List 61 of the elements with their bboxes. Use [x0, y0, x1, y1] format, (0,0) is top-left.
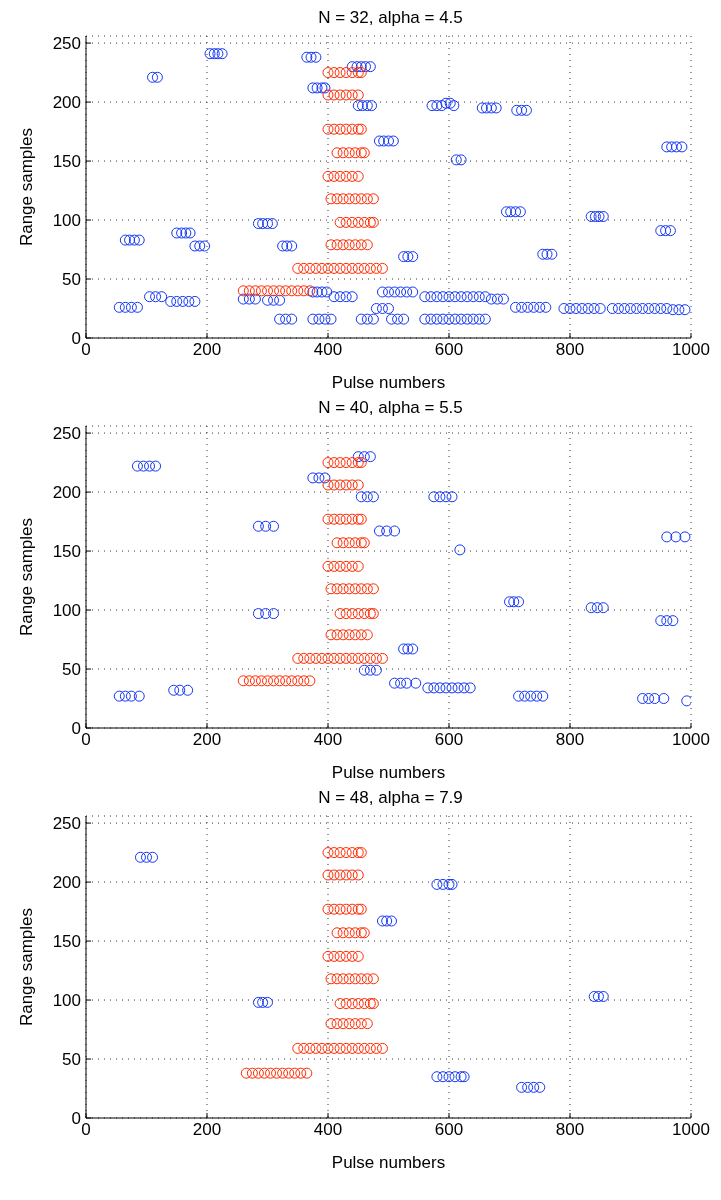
y-tick-label: 100 — [52, 991, 81, 1011]
y-tick-label: 200 — [52, 483, 81, 503]
x-axis-title: Pulse numbers — [331, 763, 446, 782]
x-tick-label: 400 — [313, 1120, 343, 1140]
y-tick-label: 150 — [52, 932, 81, 952]
point — [262, 996, 273, 1008]
x-tick-label: 400 — [313, 340, 343, 360]
x-tick-label: 400 — [313, 730, 343, 750]
y-axis-title: Range samples — [17, 907, 37, 1027]
point — [147, 851, 159, 863]
y-tick-label: 200 — [52, 93, 81, 113]
x-tick-label: 600 — [434, 730, 464, 750]
point — [437, 1071, 449, 1083]
point — [592, 990, 604, 1002]
x-axis-title: Pulse numbers — [331, 373, 446, 392]
point — [376, 915, 388, 927]
chart-title: N = 48, alpha = 7.9 — [317, 788, 464, 809]
y-tick-label: 50 — [62, 270, 81, 290]
point — [257, 996, 269, 1008]
x-tick-label: 200 — [192, 730, 222, 750]
point — [597, 990, 609, 1002]
x-axis-title: Pulse numbers — [331, 1153, 446, 1172]
point — [386, 915, 398, 927]
y-axis-title: Range samples — [17, 517, 37, 637]
point — [534, 1081, 546, 1093]
x-tick-label: 800 — [555, 1120, 585, 1140]
x-tick-label: 600 — [434, 1120, 464, 1140]
x-tick-label: 800 — [555, 730, 585, 750]
point — [528, 1081, 540, 1093]
x-tick-label: 200 — [192, 340, 222, 360]
x-tick-label: 800 — [555, 340, 585, 360]
point — [431, 878, 443, 890]
y-tick-label: 50 — [62, 1050, 81, 1070]
chart-title: N = 40, alpha = 5.5 — [317, 398, 464, 419]
x-tick-label: 200 — [192, 1120, 222, 1140]
y-tick-label: 100 — [52, 601, 81, 621]
point — [516, 1081, 528, 1093]
chart-title: N = 32, alpha = 4.5 — [317, 8, 464, 29]
point — [381, 915, 393, 927]
y-tick-label: 150 — [52, 152, 81, 172]
point — [449, 1071, 461, 1083]
point — [588, 990, 600, 1002]
point — [141, 851, 152, 863]
y-tick-label: 200 — [52, 873, 81, 893]
y-tick-label: 250 — [52, 814, 81, 834]
point — [443, 1071, 455, 1083]
y-tick-label: 150 — [52, 542, 81, 562]
x-tick-label: 1000 — [672, 1120, 710, 1140]
y-axis-title: Range samples — [17, 127, 37, 247]
x-tick-label: 1000 — [672, 340, 710, 360]
y-tick-label: 250 — [52, 424, 81, 444]
point — [252, 996, 264, 1008]
x-tick-label: 1000 — [672, 730, 710, 750]
point — [522, 1081, 534, 1093]
y-tick-label: 50 — [62, 660, 81, 680]
point — [431, 1071, 443, 1083]
y-tick-label: 100 — [52, 211, 81, 231]
point — [437, 878, 449, 890]
point — [134, 851, 146, 863]
x-tick-label: 600 — [434, 340, 464, 360]
y-tick-label: 250 — [52, 34, 81, 54]
